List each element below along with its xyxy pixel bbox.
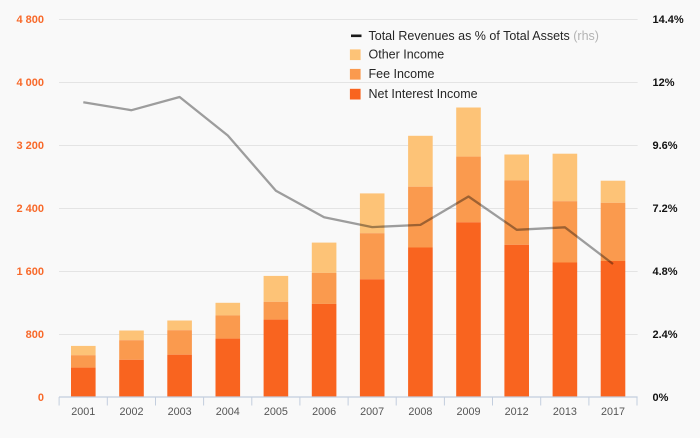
svg-text:2008: 2008 — [408, 406, 432, 418]
svg-text:2013: 2013 — [553, 406, 577, 418]
svg-text:800: 800 — [26, 329, 44, 341]
svg-text:2005: 2005 — [264, 406, 288, 418]
svg-text:9.6%: 9.6% — [653, 140, 678, 152]
svg-text:Net Interest Income: Net Interest Income — [369, 87, 478, 101]
svg-text:2001: 2001 — [71, 406, 95, 418]
svg-text:2 400: 2 400 — [16, 203, 44, 215]
svg-text:4 800: 4 800 — [16, 14, 44, 26]
svg-text:14.4%: 14.4% — [653, 14, 684, 26]
svg-text:Fee Income: Fee Income — [369, 67, 435, 81]
svg-text:2004: 2004 — [216, 406, 240, 418]
svg-text:1 600: 1 600 — [16, 266, 44, 278]
svg-text:4 000: 4 000 — [16, 77, 44, 89]
svg-text:2007: 2007 — [360, 406, 384, 418]
svg-text:2017: 2017 — [601, 406, 625, 418]
svg-text:2012: 2012 — [505, 406, 529, 418]
svg-text:4.8%: 4.8% — [653, 266, 678, 278]
svg-text:Other Income: Other Income — [369, 48, 445, 62]
svg-text:3 200: 3 200 — [16, 140, 44, 152]
svg-text:2.4%: 2.4% — [653, 329, 678, 341]
svg-text:2003: 2003 — [168, 406, 192, 418]
svg-text:12%: 12% — [653, 77, 675, 89]
svg-text:0%: 0% — [653, 392, 669, 404]
svg-text:2002: 2002 — [119, 406, 143, 418]
svg-text:0: 0 — [38, 392, 44, 404]
svg-text:2009: 2009 — [456, 406, 480, 418]
svg-text:7.2%: 7.2% — [653, 203, 678, 215]
svg-text:Total Revenues as % of Total A: Total Revenues as % of Total Assets (rhs… — [369, 29, 599, 43]
svg-text:2006: 2006 — [312, 406, 336, 418]
